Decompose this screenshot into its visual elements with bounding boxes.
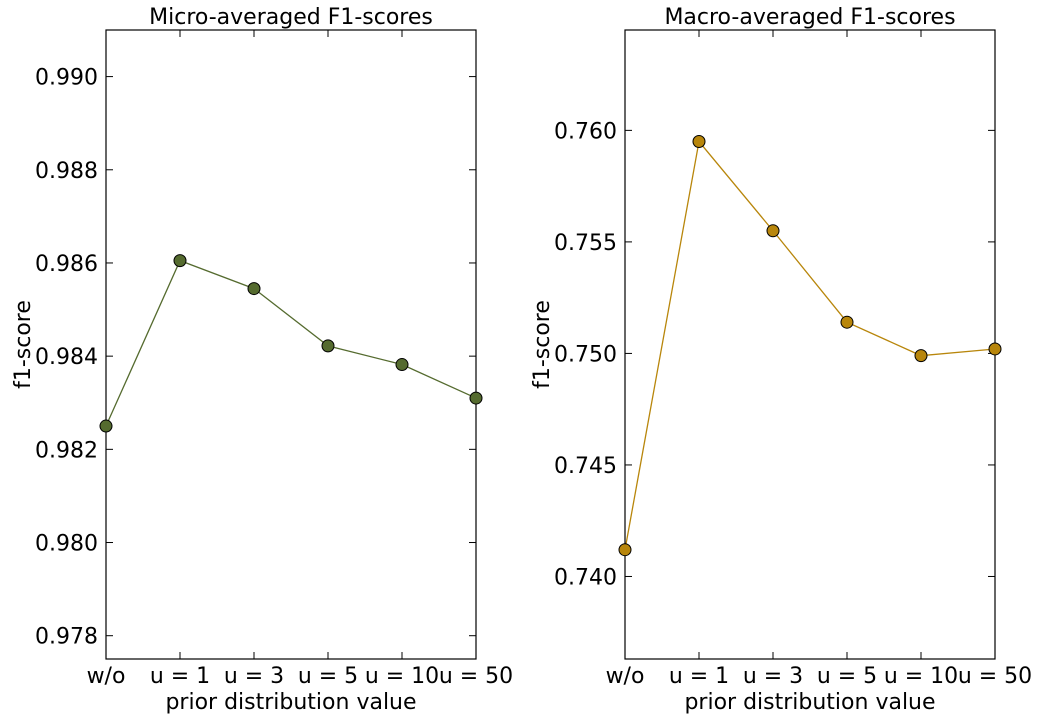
y-axis-label: f1-score <box>11 300 36 389</box>
data-point <box>840 315 854 329</box>
x-tick-label: u = 5 <box>817 664 877 689</box>
y-tick-label: 0.755 <box>554 231 617 256</box>
y-tick-label: 0.984 <box>35 345 98 370</box>
y-tick-label: 0.988 <box>35 159 98 184</box>
x-tick-label: u = 50 <box>958 664 1032 689</box>
y-axis-label: f1-score <box>530 300 555 389</box>
x-tick-label: u = 1 <box>150 664 210 689</box>
chart-panel-0: Micro-averaged F1-scores 0.978 0.980 0.982 0… <box>11 5 513 714</box>
data-point <box>914 349 928 363</box>
x-tick-label: u = 50 <box>439 664 513 689</box>
data-point <box>247 282 261 296</box>
x-axis-label: prior distribution value <box>684 690 935 714</box>
data-point <box>692 135 706 149</box>
y-tick-label: 0.740 <box>554 565 617 590</box>
x-tick-label: u = 3 <box>224 664 284 689</box>
data-point <box>618 543 632 557</box>
y-tick-label: 0.978 <box>35 625 98 650</box>
x-tick-label: w/o <box>87 664 126 689</box>
x-tick-label: u = 10 <box>365 664 439 689</box>
plot-frame <box>624 29 996 660</box>
y-tick-label: 0.990 <box>35 66 98 91</box>
y-tick-label: 0.750 <box>554 342 617 367</box>
x-axis-label: prior distribution value <box>165 690 416 714</box>
series-line <box>105 259 477 427</box>
chart-title: Micro-averaged F1-scores <box>149 5 433 30</box>
y-tick-label: 0.760 <box>554 119 617 144</box>
y-tick-label: 0.982 <box>35 438 98 463</box>
y-tick-label: 0.745 <box>554 454 617 479</box>
plot-frame <box>105 29 477 660</box>
y-tick-label: 0.980 <box>35 532 98 557</box>
data-point <box>469 391 483 405</box>
data-point <box>99 419 113 433</box>
x-tick-label: u = 10 <box>884 664 958 689</box>
x-tick-label: w/o <box>606 664 645 689</box>
chart-title: Macro-averaged F1-scores <box>664 5 955 30</box>
data-point <box>321 339 335 353</box>
x-tick-label: u = 5 <box>298 664 358 689</box>
data-point <box>395 358 409 372</box>
data-point <box>173 254 187 268</box>
x-tick-label: u = 1 <box>669 664 729 689</box>
series-line <box>624 140 996 550</box>
y-tick-label: 0.986 <box>35 252 98 277</box>
data-point <box>766 224 780 238</box>
x-tick-label: u = 3 <box>743 664 803 689</box>
data-point <box>988 342 1002 356</box>
chart-panel-1: Macro-averaged F1-scores 0.740 0.745 0.750 0… <box>530 5 1032 714</box>
